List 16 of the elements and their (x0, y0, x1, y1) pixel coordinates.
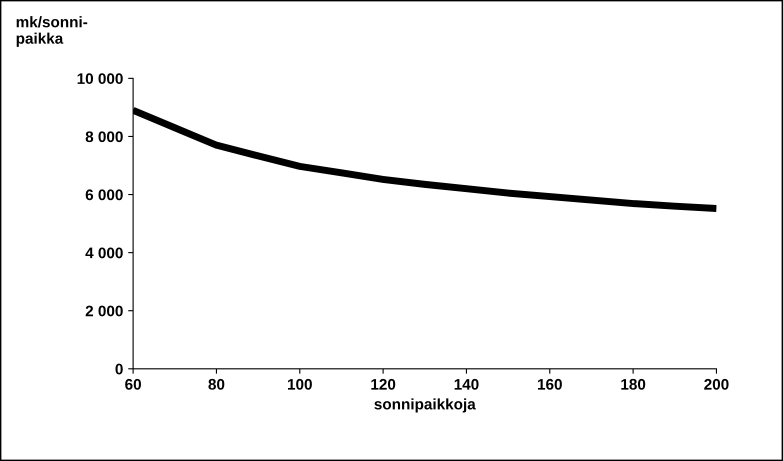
x-tick-label: 160 (538, 378, 562, 390)
y-tick-label: 6 000 (86, 189, 123, 200)
y-tick-label: 4 000 (85, 247, 123, 258)
y-tick-label: 2 000 (86, 306, 123, 316)
y-tick-label: 8 000 (86, 131, 123, 142)
x-tick-label: 60 (125, 378, 141, 390)
x-axis-title: sonnipaikkoja (374, 398, 476, 413)
x-tick-label: 200 (704, 378, 729, 390)
x-tick-label: 80 (208, 378, 224, 390)
y-tick-label: 10 000 (78, 73, 123, 84)
x-tick-label: 140 (454, 378, 479, 390)
x-tick-label: 180 (621, 378, 646, 390)
x-tick-label: 100 (288, 378, 312, 390)
y-tick-label: 0 (115, 364, 123, 374)
y-axis-title: mk/sonni- paikka (16, 16, 88, 47)
x-tick-label: 120 (371, 378, 396, 390)
